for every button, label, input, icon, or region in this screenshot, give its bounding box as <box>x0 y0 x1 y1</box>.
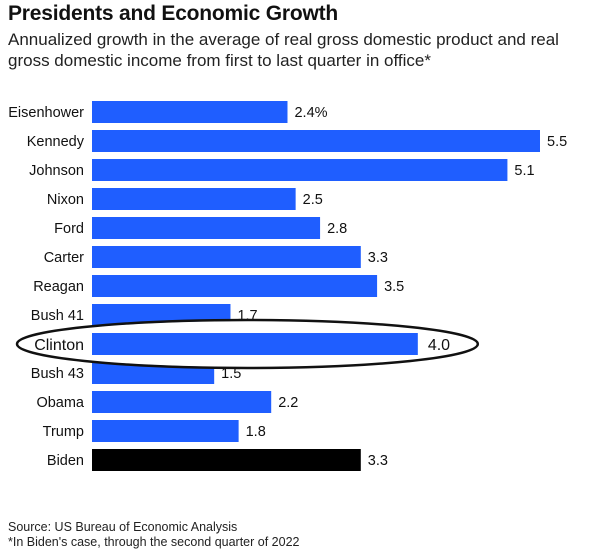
category-label-clinton-circled: Clinton <box>34 337 84 354</box>
value-label-bush-43: 1.5 <box>221 366 241 382</box>
chart-title: Presidents and Economic Growth <box>8 2 339 25</box>
category-label-bush-41: Bush 41 <box>31 308 84 324</box>
category-label-reagan: Reagan <box>33 279 84 295</box>
value-label-eisenhower: 2.4% <box>294 105 327 121</box>
category-label-johnson: Johnson <box>29 163 84 179</box>
value-label-obama: 2.2 <box>278 395 298 411</box>
value-label-carter: 3.3 <box>368 250 388 266</box>
bar-eisenhower <box>92 101 288 123</box>
value-label-kennedy: 5.5 <box>547 134 567 150</box>
bar-carter <box>92 246 361 268</box>
value-label-clinton-circled: 4.0 <box>428 337 450 354</box>
bar-nixon <box>92 188 296 210</box>
bar-obama <box>92 391 272 413</box>
value-label-biden: 3.3 <box>368 453 388 469</box>
category-label-biden: Biden <box>47 453 84 469</box>
source-note: Source: US Bureau of Economic Analysis <box>8 520 238 534</box>
value-label-trump: 1.8 <box>246 424 266 440</box>
annotation-ring <box>15 318 480 370</box>
category-label-carter: Carter <box>44 250 84 266</box>
category-label-trump: Trump <box>43 424 84 440</box>
category-label-bush-43: Bush 43 <box>31 366 84 382</box>
category-label-nixon: Nixon <box>47 192 84 208</box>
chart-subtitle: Annualized growth in the average of real… <box>8 30 559 70</box>
value-label-johnson: 5.1 <box>514 163 534 179</box>
bar-johnson <box>92 159 508 181</box>
bar-trump <box>92 420 239 442</box>
value-label-reagan: 3.5 <box>384 279 404 295</box>
category-label-kennedy: Kennedy <box>27 134 85 150</box>
category-label-eisenhower: Eisenhower <box>8 105 84 121</box>
category-label-obama: Obama <box>36 395 84 411</box>
value-label-nixon: 2.5 <box>303 192 323 208</box>
bar-reagan <box>92 275 378 297</box>
bar-kennedy <box>92 130 540 152</box>
value-label-ford: 2.8 <box>327 221 347 237</box>
bar-ford <box>92 217 321 239</box>
bar-clinton-circled <box>92 333 418 355</box>
bar-biden <box>92 449 361 471</box>
footnote: *In Biden's case, through the second qua… <box>8 535 300 549</box>
category-label-ford: Ford <box>54 221 84 237</box>
